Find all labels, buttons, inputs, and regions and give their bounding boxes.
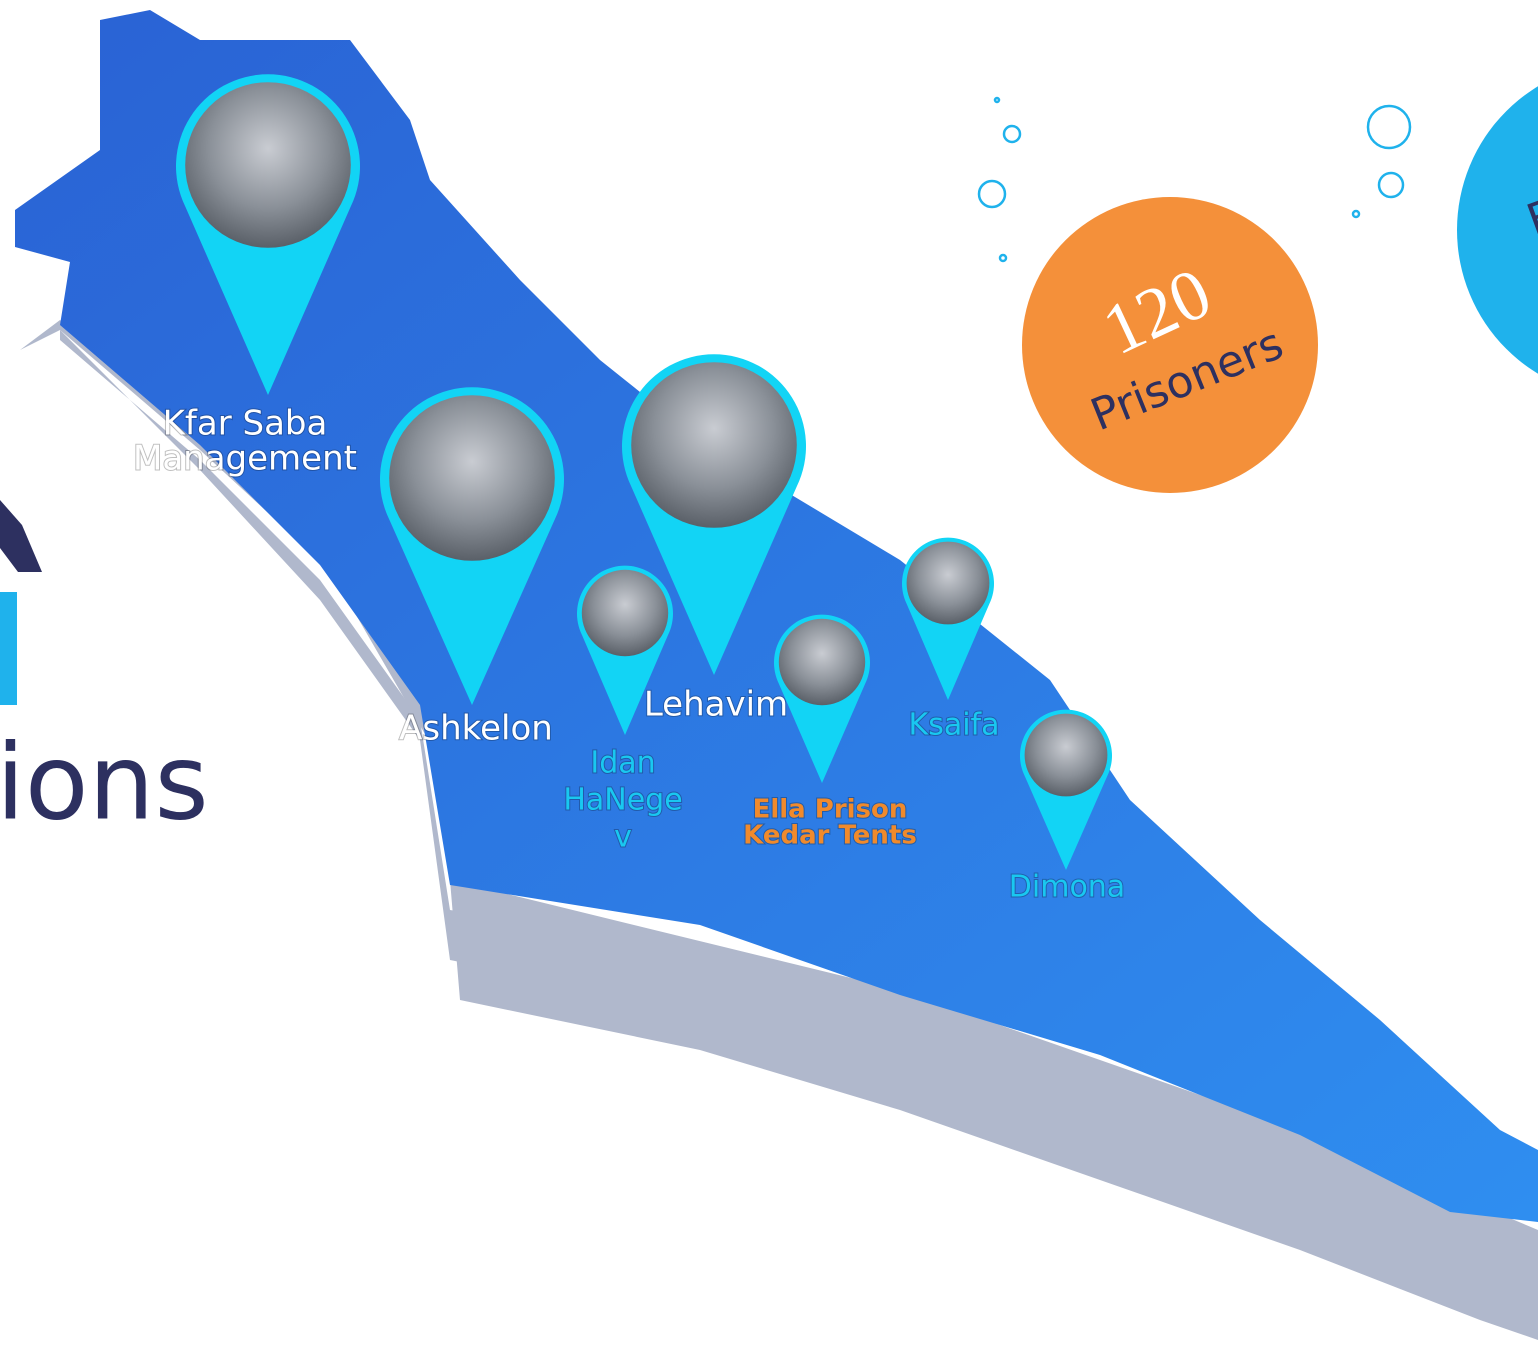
location-label: Ella Prison (753, 795, 908, 825)
location-label: Idan (590, 746, 655, 781)
bubble (993, 96, 1001, 104)
location-label: Ksaifa (909, 708, 1000, 743)
bubble (998, 253, 1008, 263)
accent-bar (0, 592, 17, 705)
bubbles (977, 96, 1412, 263)
prisoners-badge (1022, 197, 1318, 493)
location-label: Management (133, 439, 357, 479)
map-land (15, 10, 1538, 1222)
pin-photo (778, 618, 866, 706)
pin-photo (185, 82, 351, 248)
location-pin: Dimona (1008, 709, 1126, 906)
pin-photo (581, 569, 669, 657)
location-pin: Lehavim (622, 354, 806, 726)
pins: Kfar SabaManagementAshkelonIdanHaNegevLe… (132, 74, 1126, 906)
map-shadow-lower (20, 320, 1538, 1340)
location-label: Lehavim (644, 685, 788, 725)
bubble (977, 179, 1007, 209)
pin-photo (906, 541, 990, 625)
title-fragment: ions (0, 721, 209, 843)
bubble (1351, 209, 1361, 219)
pin-photo (389, 395, 555, 561)
location-label: v (614, 820, 632, 855)
bubble (1002, 124, 1022, 144)
location-label: HaNege (563, 783, 682, 818)
location-pin: Ksaifa (902, 537, 1000, 744)
pin-photo (631, 362, 797, 528)
chevron-fragment (0, 500, 42, 572)
pin-photo (1024, 713, 1108, 797)
bubble (1366, 104, 1412, 150)
bubble (1377, 171, 1405, 199)
location-label: Kedar Tents (743, 821, 917, 851)
right-badge (1457, 86, 1538, 374)
location-pin: Ashkelon (380, 387, 565, 750)
location-label: Dimona (1009, 870, 1125, 905)
location-label: Ashkelon (399, 709, 553, 749)
location-label: Kfar Saba (163, 404, 328, 444)
